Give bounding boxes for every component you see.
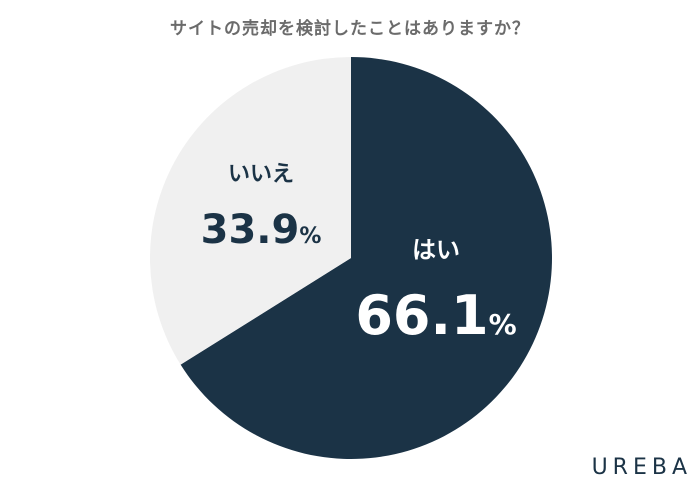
pie-slices [150, 57, 553, 460]
slice-value-no: 33.9% [201, 207, 322, 253]
slice-label-yes: はい [412, 236, 460, 264]
slice-value-yes: 66.1% [355, 284, 516, 347]
pie-labels: はい 66.1% いいえ 33.9% [201, 162, 517, 347]
brand-logo: UREBA [591, 455, 692, 480]
slice-label-no: いいえ [228, 162, 294, 187]
pie-slice-no [150, 57, 351, 365]
chart-title: サイトの売却を検討したことはありますか？ [170, 19, 530, 39]
pie-slice-yes [180, 57, 553, 460]
